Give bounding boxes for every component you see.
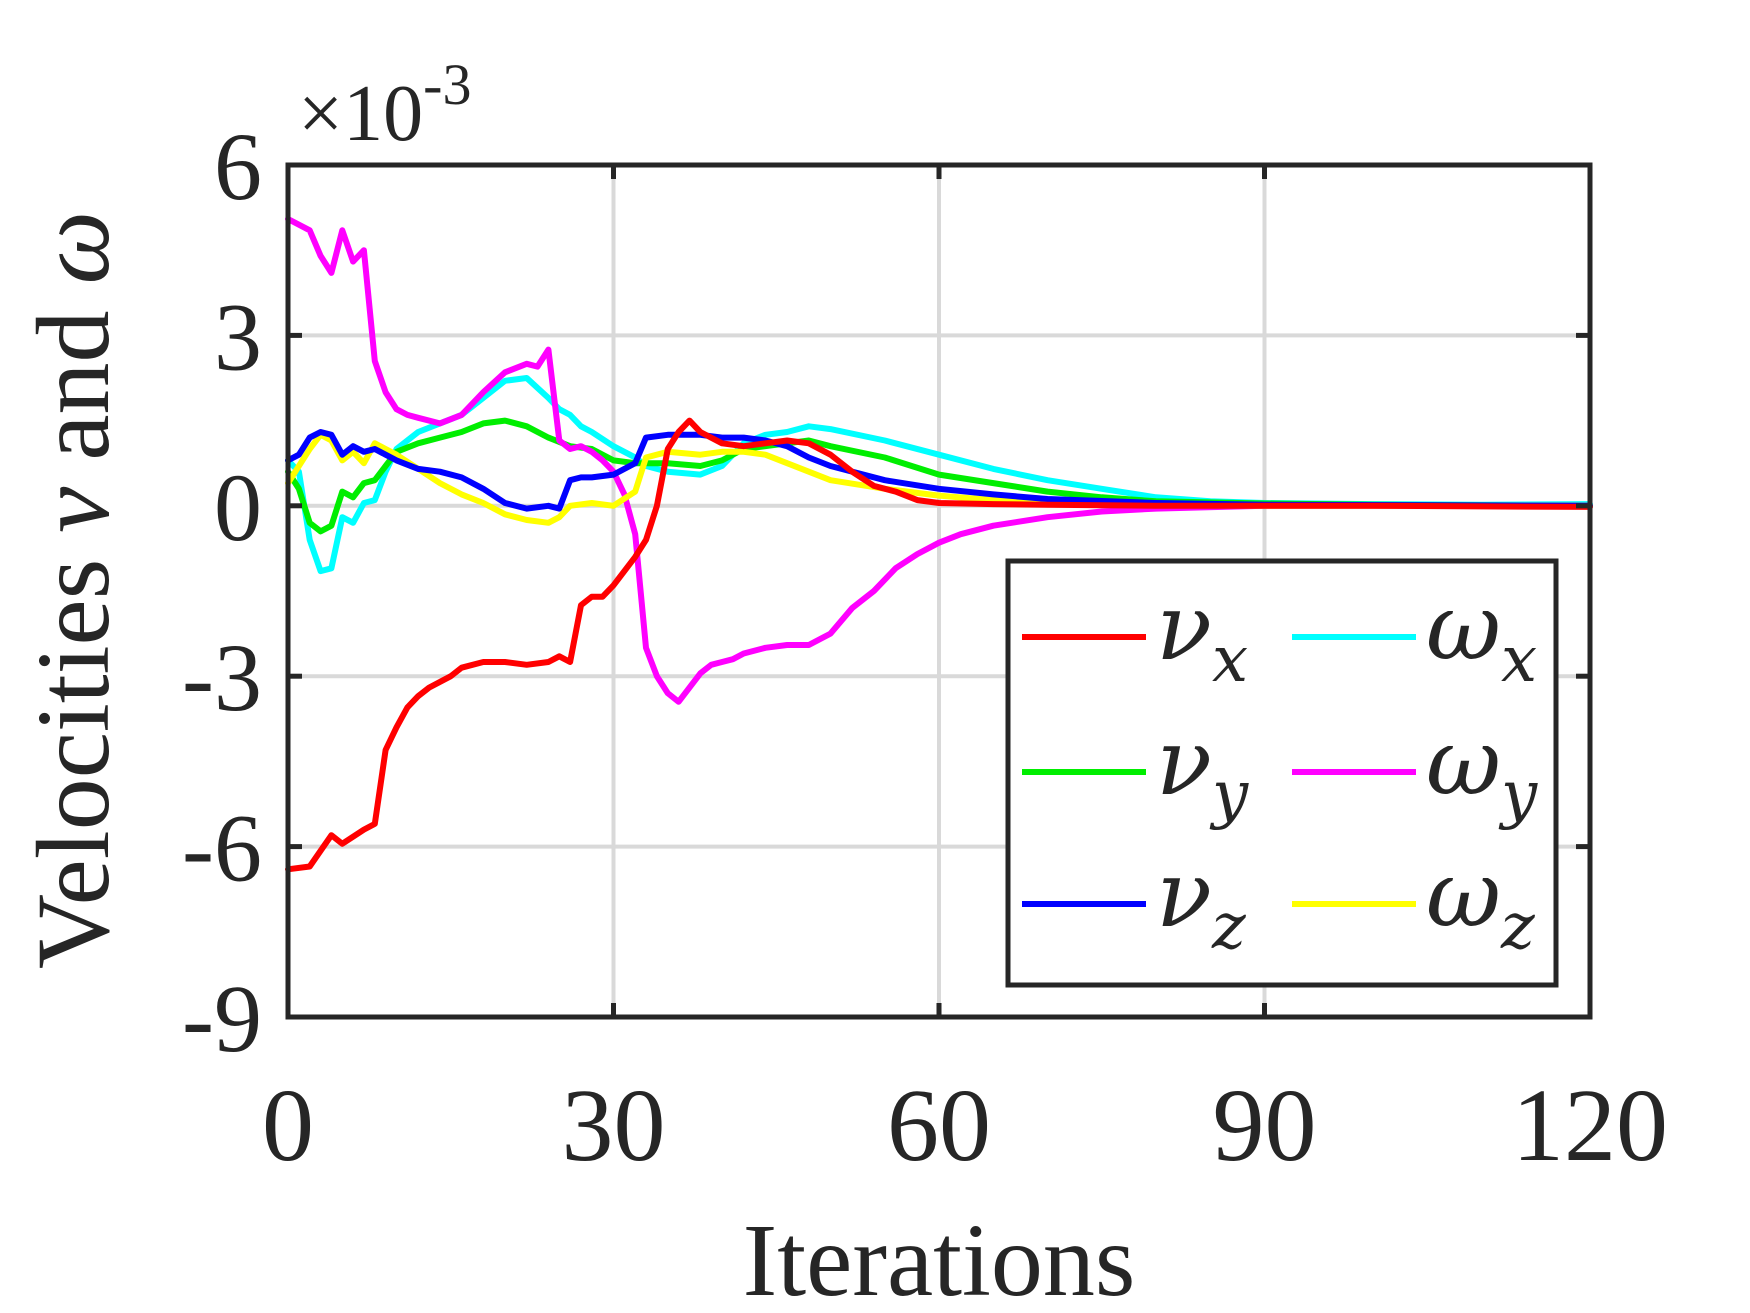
legend-subscript: z xyxy=(1211,890,1247,964)
y-exponent: ×10-3 xyxy=(298,52,471,158)
legend-label: νy xyxy=(1156,709,1249,832)
y-axis-title-prefix: Velocities xyxy=(16,533,131,969)
data-series xyxy=(285,216,1593,873)
legend-item: νy xyxy=(1022,709,1249,832)
y-tick-label: -9 xyxy=(182,965,262,1072)
y-exponent-prefix: ×10 xyxy=(298,70,423,158)
series-line-x-nu xyxy=(285,417,1593,873)
legend-item: ωy xyxy=(1292,709,1538,832)
x-tick-label: 30 xyxy=(562,1068,666,1183)
x-tick-label: 0 xyxy=(262,1068,314,1183)
y-axis-title-nu: ν xyxy=(16,486,131,533)
y-axis-title-omega: ω xyxy=(16,211,131,284)
legend-subscript: x xyxy=(1212,623,1248,697)
legend-symbol: ω xyxy=(1426,574,1501,681)
legend-item: νx xyxy=(1022,574,1248,697)
axis-ticks: 0 30 60 90 120 -9 -6 -3 0 3 6 xyxy=(182,113,1668,1183)
legend-subscript: x xyxy=(1501,623,1537,697)
y-tick-label: 3 xyxy=(214,283,262,390)
legend-subscript: y xyxy=(1498,758,1538,832)
legend-symbol: ν xyxy=(1156,709,1212,816)
legend-symbol: ν xyxy=(1156,841,1212,948)
series-line-y-omega xyxy=(285,216,1593,705)
y-tick-label: 0 xyxy=(214,454,262,561)
legend-label: ωz xyxy=(1426,841,1536,964)
y-axis-title: Velocities ν and ω xyxy=(16,211,131,969)
y-tick-label: 6 xyxy=(214,113,262,220)
x-tick-label: 120 xyxy=(1512,1068,1668,1183)
legend-item: ωz xyxy=(1292,841,1536,964)
legend-label: νz xyxy=(1156,841,1247,964)
series-line-x-omega xyxy=(285,375,1593,575)
legend-item: ωx xyxy=(1292,574,1537,697)
legend-label: ωy xyxy=(1426,709,1538,832)
x-tick-label: 60 xyxy=(887,1068,991,1183)
legend-label: νx xyxy=(1156,574,1248,697)
legend-subscript: y xyxy=(1209,758,1249,832)
y-axis-title-and: and xyxy=(16,284,131,486)
y-tick-label: -6 xyxy=(182,795,262,902)
legend-subscript: z xyxy=(1500,890,1536,964)
legend-symbol: ω xyxy=(1426,841,1501,948)
legend-item: νz xyxy=(1022,841,1247,964)
y-exponent-power: -3 xyxy=(423,52,471,117)
legend-symbol: ω xyxy=(1426,709,1501,816)
series-line-z-omega xyxy=(285,431,1593,526)
y-tick-label: -3 xyxy=(182,624,262,731)
legend-label: ωx xyxy=(1426,574,1537,697)
x-axis-title: Iterations xyxy=(743,1203,1136,1313)
x-tick-label: 90 xyxy=(1213,1068,1317,1183)
legend-symbol: ν xyxy=(1156,574,1212,681)
